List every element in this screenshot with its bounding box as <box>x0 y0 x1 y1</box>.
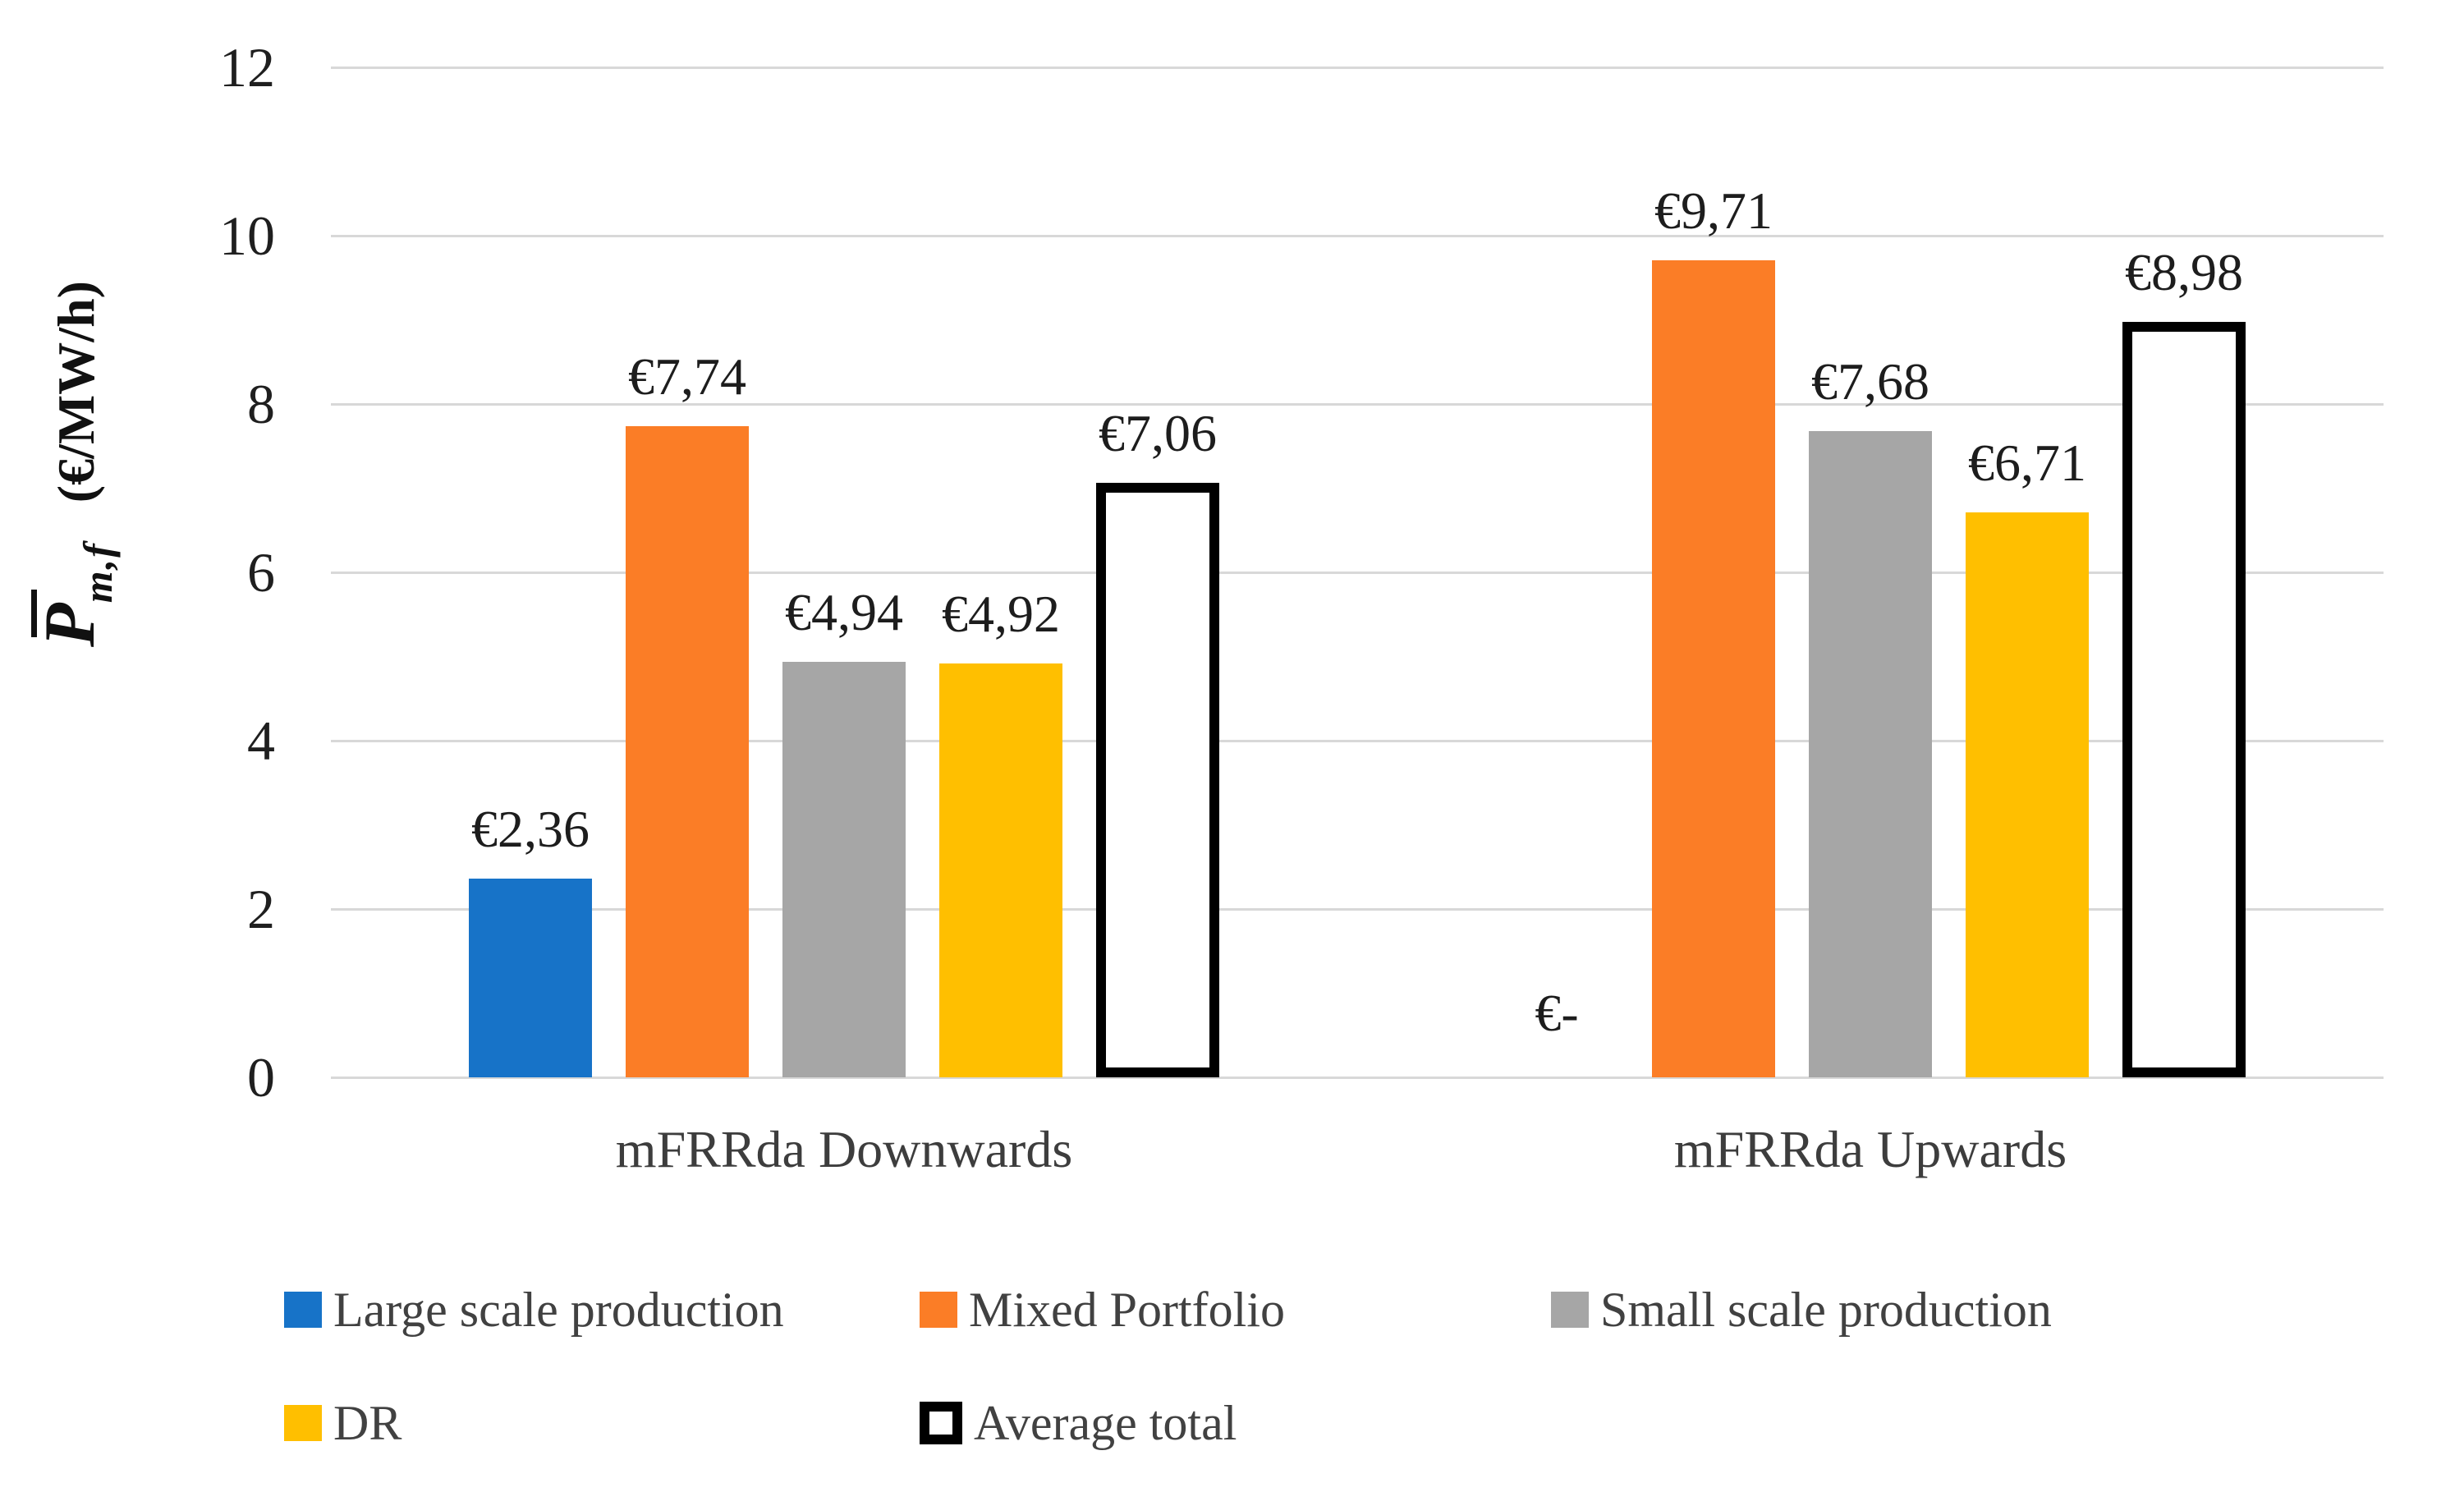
legend-swatch <box>284 1292 322 1328</box>
data-label: €6,71 <box>1968 434 2086 492</box>
legend-label: Average total <box>974 1396 1237 1450</box>
y-tick-0: 0 <box>247 1046 275 1109</box>
legend-label: DR <box>333 1396 402 1450</box>
legend-item-mixed-portfolio: Mixed Portfolio <box>920 1285 1285 1334</box>
legend-item-small-scale-production: Small scale production <box>1551 1285 2052 1334</box>
legend-swatch <box>284 1405 322 1441</box>
data-label: €8,98 <box>2125 243 2243 301</box>
data-label: €- <box>1535 984 1579 1042</box>
data-label: €9,71 <box>1654 181 1773 240</box>
y-tick-10: 10 <box>219 204 275 267</box>
bar-average-total-1 <box>1096 483 1219 1077</box>
legend-swatch <box>920 1402 962 1444</box>
legend-item-large-scale-production: Large scale production <box>284 1285 784 1334</box>
gridline-0 <box>331 1076 2384 1079</box>
y-tick-8: 8 <box>247 373 275 435</box>
data-label: €4,94 <box>785 583 903 641</box>
gridline-4 <box>331 739 2384 742</box>
bar-small-scale-production-1 <box>782 662 906 1077</box>
gridline-8 <box>331 402 2384 406</box>
bar-dr-2 <box>1966 512 2089 1077</box>
legend-item-dr: DR <box>284 1398 401 1448</box>
x-label-mfrrda-downwards: mFRRda Downwards <box>615 1120 1073 1178</box>
bar-dr-1 <box>939 663 1062 1077</box>
legend-swatch <box>920 1292 957 1328</box>
gridline-6 <box>331 571 2384 574</box>
bar-large-scale-production-1 <box>469 879 592 1077</box>
data-label: €7,74 <box>628 347 746 406</box>
gridline-12 <box>331 66 2384 69</box>
legend-swatch <box>1551 1292 1589 1328</box>
gridline-10 <box>331 234 2384 237</box>
data-label: €4,92 <box>942 585 1060 643</box>
y-axis-symbol: P <box>30 603 110 647</box>
bar-small-scale-production-2 <box>1809 431 1932 1077</box>
y-tick-4: 4 <box>247 709 275 772</box>
y-tick-2: 2 <box>247 878 275 940</box>
bar-mixed-portfolio-1 <box>626 426 749 1077</box>
legend-label: Small scale production <box>1600 1283 2052 1337</box>
data-label: €7,68 <box>1811 352 1929 411</box>
data-label: €2,36 <box>471 800 590 858</box>
data-label: €7,06 <box>1099 404 1217 462</box>
gridline-2 <box>331 907 2384 911</box>
y-tick-12: 12 <box>219 36 275 99</box>
bar-average-total-2 <box>2122 322 2246 1077</box>
x-label-mfrrda-upwards: mFRRda Upwards <box>1673 1120 2067 1178</box>
legend-label: Mixed Portfolio <box>969 1283 1285 1337</box>
legend-label: Large scale production <box>333 1283 784 1337</box>
plot-area: €2,36 €7,74 €4,94 €4,92 €7,06 €- €9,71 €7,68 €6,… <box>331 66 2384 1079</box>
bar-mixed-portfolio-2 <box>1652 260 1775 1077</box>
legend-item-average-total: Average total <box>920 1398 1237 1448</box>
y-tick-6: 6 <box>247 541 275 604</box>
